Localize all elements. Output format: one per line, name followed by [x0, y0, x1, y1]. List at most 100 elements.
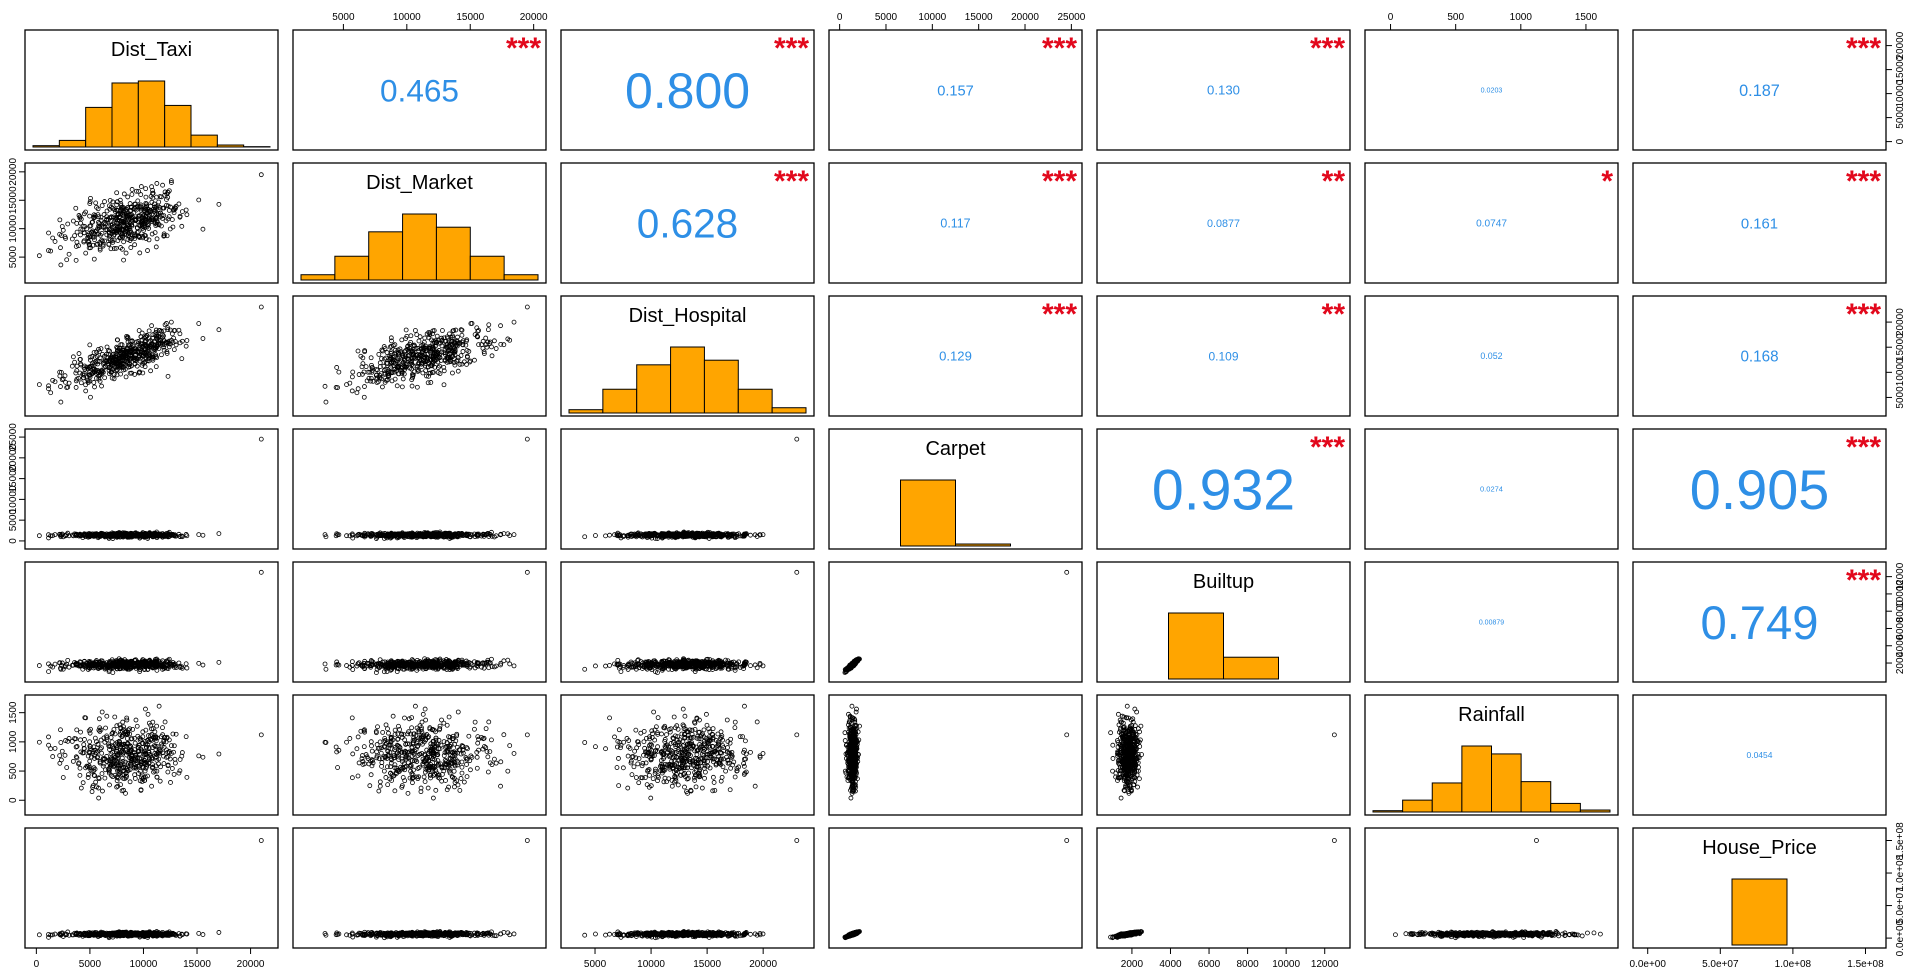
scatter-point [511, 532, 517, 538]
scatter-point [74, 229, 80, 235]
scatter-point [107, 198, 113, 203]
scatter-point [493, 346, 499, 351]
panel-3-5: 0.0274 [1364, 428, 1619, 550]
scatter-point [132, 242, 138, 248]
significance-stars: *** [1846, 32, 1881, 65]
panel-3-0 [24, 428, 279, 550]
scatter-point [108, 246, 114, 252]
scatter-point [58, 399, 64, 405]
scatter-point [138, 192, 144, 197]
scatter-point [184, 665, 190, 671]
scatter-point [135, 198, 141, 204]
scatter-point [434, 333, 440, 339]
scatter-point [144, 201, 150, 207]
significance-stars: *** [1310, 431, 1345, 464]
significance-stars: *** [1042, 32, 1077, 65]
scatter-point [60, 227, 66, 233]
scatter-point [505, 657, 511, 663]
panel-4-1 [292, 561, 547, 683]
scatter-point [114, 202, 120, 208]
scatter-point [150, 190, 156, 196]
panel-1-4: 0.0877** [1096, 162, 1351, 284]
histogram-bar [137, 80, 166, 148]
scatter-point [380, 384, 385, 390]
panel-0-4: 0.130*** [1096, 29, 1351, 151]
scatter-point [184, 212, 190, 218]
scatter-point [93, 200, 99, 206]
scatter-point [183, 343, 189, 349]
scatter-point [148, 368, 154, 374]
scatter-point [461, 359, 467, 365]
panel-3-4: 0.932*** [1096, 428, 1351, 550]
significance-stars: *** [774, 32, 809, 65]
significance-stars: *** [506, 32, 541, 65]
panel-frame [24, 428, 279, 550]
scatter-point [200, 532, 206, 538]
histogram-bar [568, 409, 604, 414]
scatter-point [368, 355, 374, 361]
correlation-value: 0.628 [637, 201, 738, 247]
scatter-point [106, 236, 112, 242]
scatter-point [128, 207, 134, 213]
scatter-point [484, 344, 490, 350]
panel-frame [292, 29, 547, 151]
scatter-point [524, 304, 530, 310]
scatter-point [123, 250, 129, 256]
scatter-point [149, 199, 155, 205]
scatter-point [59, 224, 65, 229]
scatter-point [511, 663, 517, 669]
scatter-point [78, 216, 84, 222]
scatter-point [363, 364, 369, 370]
histogram-bar [32, 145, 60, 148]
scatter-point [491, 338, 497, 344]
panel-3-2 [560, 428, 815, 550]
scatter-point [486, 322, 492, 328]
scatter-point [133, 207, 139, 213]
histogram-bar [670, 346, 705, 414]
scatter-point [399, 384, 405, 390]
scatter-point [78, 232, 83, 238]
scatter-point [110, 199, 116, 205]
scatter-point [376, 351, 382, 357]
scatter-point [91, 350, 97, 355]
scatter-point [87, 199, 93, 204]
scatter-point [161, 213, 167, 219]
scatter-point [99, 230, 105, 236]
correlation-value: 0.129 [939, 349, 972, 364]
scatter-point [123, 374, 129, 380]
scatter-point [322, 661, 328, 667]
scatter-point [200, 226, 206, 232]
scatter-point [73, 385, 79, 390]
scatter-point [160, 215, 165, 221]
panel-1-5: 0.0747* [1364, 162, 1619, 284]
panel-4-2 [560, 561, 815, 683]
panel-frame [828, 29, 1083, 151]
scatter-point [92, 384, 97, 390]
scatter-point [355, 348, 361, 354]
scatter-point [177, 214, 183, 220]
scatter-point [748, 663, 753, 669]
scatter-point [216, 531, 222, 537]
histogram-bar [469, 255, 505, 281]
panel-1-0 [24, 162, 279, 284]
panel-2-3: 0.129*** [828, 295, 1083, 417]
scatter-point [607, 662, 612, 668]
scatter-point [183, 207, 189, 213]
scatter-point [349, 388, 355, 394]
scatter-point [167, 327, 173, 333]
scatter-point [183, 532, 189, 537]
histogram-bar [190, 134, 218, 148]
scatter-point [46, 230, 51, 236]
histogram-bar [85, 106, 113, 148]
scatter-point [196, 321, 202, 326]
scatter-point [129, 217, 134, 223]
panel-0-0: Dist_Taxi [24, 29, 279, 151]
scatter-point [73, 257, 79, 263]
scatter-point [171, 347, 177, 353]
scatter-point [423, 368, 429, 374]
scatter-point [498, 323, 503, 329]
scatter-point [455, 368, 461, 374]
scatter-point [361, 394, 367, 400]
significance-stars: *** [1846, 298, 1881, 331]
